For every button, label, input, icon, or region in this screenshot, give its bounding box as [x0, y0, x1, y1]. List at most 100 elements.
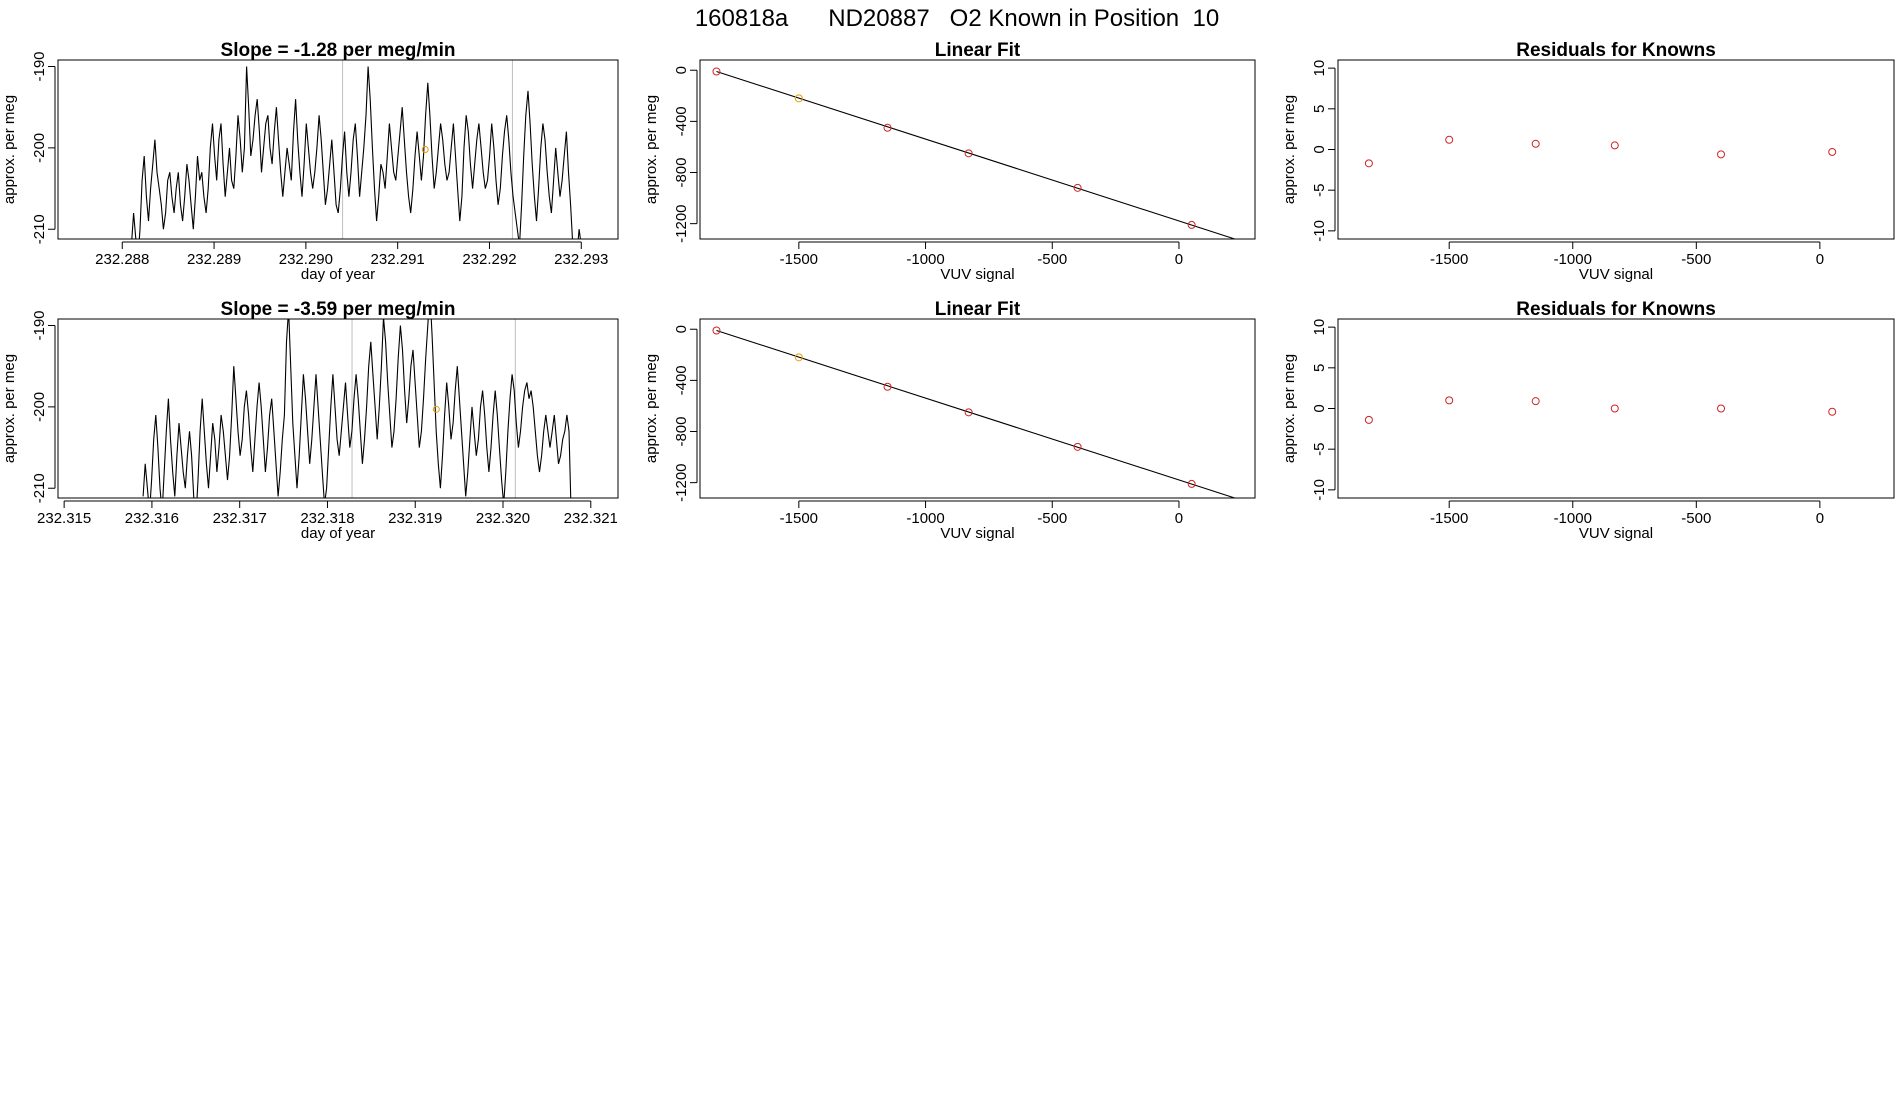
y-tick-label: -400 [673, 365, 690, 395]
y-tick-label: -5 [1311, 184, 1328, 197]
y-axis-label: approx. per meg [1, 95, 18, 204]
y-tick-label: -210 [31, 214, 48, 244]
y-tick-label: -190 [31, 310, 48, 340]
series-line [131, 66, 581, 239]
x-tick-label: 232.319 [388, 510, 442, 527]
y-tick-label: -10 [1311, 220, 1328, 242]
x-tick-label: -1500 [1430, 251, 1468, 268]
x-tick-label: 232.292 [462, 251, 516, 268]
y-tick-label: -1200 [673, 463, 690, 501]
x-axis-label: VUV signal [1579, 266, 1653, 283]
y-axis-label: approx. per meg [1281, 354, 1298, 463]
y-tick-label: -800 [673, 157, 690, 187]
mean-marker [421, 146, 429, 153]
panel-title: Residuals for Knowns [1516, 299, 1716, 320]
data-point [1073, 183, 1082, 192]
y-tick-label: -190 [31, 51, 48, 81]
data-point [1717, 404, 1726, 413]
x-tick-label: 232.320 [476, 510, 530, 527]
y-tick-label: -400 [673, 106, 690, 136]
y-tick-label: 10 [1311, 60, 1328, 77]
x-tick-label: -1000 [906, 510, 944, 527]
fit-line [716, 329, 1235, 499]
data-point [712, 326, 721, 335]
y-axis-label: approx. per meg [643, 354, 660, 463]
panel-res2: Residuals for Knowns -1500 -1000 -500 0 VUV s… [1281, 299, 1895, 542]
y-tick-label: -200 [31, 133, 48, 163]
data-point [1364, 159, 1373, 168]
x-tick-label: 232.317 [213, 510, 267, 527]
figure-title: 160818a ND20887 O2 Known in Position 10 [695, 5, 1219, 32]
data-point [1187, 220, 1196, 229]
y-axis-label: approx. per meg [643, 95, 660, 204]
x-tick-label: -1000 [1554, 510, 1592, 527]
panel-title: Residuals for Knowns [1516, 40, 1716, 61]
y-tick-label: -800 [673, 416, 690, 446]
y-tick-label: 0 [1311, 145, 1328, 153]
plot-frame [1337, 318, 1895, 499]
data-point [883, 123, 892, 132]
panel-title: Linear Fit [935, 299, 1021, 320]
y-tick-label: -10 [1311, 479, 1328, 501]
data-point [964, 408, 973, 417]
x-tick-label: 232.291 [371, 251, 425, 268]
x-tick-label: 232.293 [554, 251, 608, 268]
x-tick-label: -500 [1037, 510, 1067, 527]
x-tick-label: -500 [1037, 251, 1067, 268]
data-point [1073, 442, 1082, 451]
x-tick-label: 232.289 [187, 251, 241, 268]
x-tick-label: -500 [1681, 510, 1711, 527]
series-line [142, 319, 572, 498]
y-axis-label: approx. per meg [1, 354, 18, 463]
x-tick-label: -1000 [906, 251, 944, 268]
data-point [1187, 479, 1196, 488]
y-tick-label: 5 [1311, 105, 1328, 113]
y-axis-label: approx. per meg [1281, 95, 1298, 204]
x-tick-label: 0 [1816, 510, 1824, 527]
x-tick-label: 232.318 [300, 510, 354, 527]
mean-marker [432, 405, 440, 413]
x-axis-label: VUV signal [940, 525, 1014, 542]
y-tick-label: 5 [1311, 364, 1328, 372]
data-point [794, 94, 803, 103]
panel-fit2: Linear Fit -1500 -1000 -500 0 VUV signal -1200… [643, 299, 1256, 542]
y-tick-label: 0 [673, 325, 690, 333]
plot-frame [1337, 59, 1895, 240]
x-tick-label: -1500 [780, 251, 818, 268]
x-tick-label: 0 [1175, 251, 1183, 268]
panel-res1: Residuals for Knowns -1500 -1000 -500 0 VUV s… [1281, 40, 1895, 283]
y-tick-label: -200 [31, 392, 48, 422]
y-tick-label: 0 [1311, 404, 1328, 412]
data-point [1717, 150, 1726, 159]
x-tick-label: 232.288 [95, 251, 149, 268]
x-axis-label: VUV signal [940, 266, 1014, 283]
x-tick-label: 232.321 [564, 510, 618, 527]
y-tick-label: -210 [31, 473, 48, 503]
data-point [883, 382, 892, 391]
data-point [712, 67, 721, 76]
x-tick-label: 0 [1175, 510, 1183, 527]
panel-title: Linear Fit [935, 40, 1021, 61]
data-point [964, 149, 973, 158]
y-tick-label: -1200 [673, 204, 690, 242]
plot-frame [699, 59, 1256, 240]
y-tick-label: -5 [1311, 443, 1328, 456]
x-tick-label: -1500 [1430, 510, 1468, 527]
panel-title: Slope = -3.59 per meg/min [221, 299, 456, 320]
y-tick-label: 10 [1311, 319, 1328, 336]
data-point [1445, 135, 1454, 144]
data-point [1828, 147, 1837, 156]
plot-frame [57, 59, 619, 240]
data-point [794, 353, 803, 362]
data-point [1828, 407, 1837, 416]
fit-line [716, 70, 1235, 240]
data-point [1610, 404, 1619, 413]
panel-title: Slope = -1.28 per meg/min [221, 40, 456, 61]
x-tick-label: 0 [1816, 251, 1824, 268]
panel-ts2: Slope = -3.59 per meg/min 232.315 232.316 2… [1, 299, 619, 542]
y-tick-label: 0 [673, 66, 690, 74]
panel-fit1: Linear Fit -1500 -1000 -500 0 VUV signal -1200… [643, 40, 1256, 283]
x-tick-label: 232.316 [125, 510, 179, 527]
x-tick-label: -1000 [1554, 251, 1592, 268]
